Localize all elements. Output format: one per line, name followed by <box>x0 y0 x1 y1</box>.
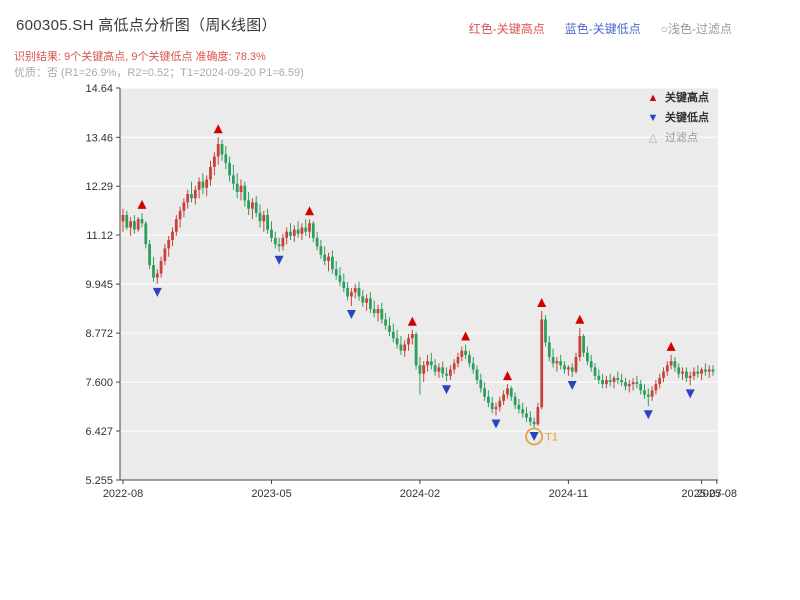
legend-item-filtered: △ 过滤点 <box>646 132 709 145</box>
page-title: 600305.SH 高低点分析图（周K线图） <box>16 17 277 34</box>
x-axis-label: 2025-07 <box>681 488 721 500</box>
key-low-marker <box>442 385 451 395</box>
key-high-marker <box>503 371 512 381</box>
key-high-marker <box>407 316 417 326</box>
triangle-up-icon: ▲ <box>647 92 659 104</box>
legend-label: 关键低点 <box>665 112 709 124</box>
top-legend-key-low: 蓝色-关键低点 <box>564 22 641 36</box>
grid-and-axes: 14.64 13.46 12.29 11.12 9.945 8.772 7.600 6.427… <box>85 83 737 500</box>
key-high-marker <box>537 298 547 307</box>
recognition-result-text: 识别结果: 9个关键高点, 9个关键低点 准确度: 78.3% <box>14 51 266 63</box>
y-axis-label: 12.29 <box>85 181 113 193</box>
key-low-marker <box>346 310 356 319</box>
key-high-marker <box>305 206 314 216</box>
y-axis-label: 13.46 <box>85 132 113 144</box>
key-low-marker <box>529 432 539 441</box>
key-low-marker <box>274 255 284 265</box>
t1-label: T1 <box>545 432 558 444</box>
t1-circle-marker <box>525 427 543 446</box>
top-legend-key-high: 红色-关键高点 <box>468 22 545 36</box>
x-axis-label: 2025-08 <box>697 488 737 500</box>
triangle-hollow-icon: △ <box>648 132 658 144</box>
x-axis-label: 2023-05 <box>251 488 291 500</box>
y-axis-label: 5.255 <box>85 475 113 487</box>
y-axis-label: 6.427 <box>85 426 113 438</box>
key-low-marker <box>491 419 501 429</box>
y-axis-label: 11.12 <box>86 230 113 242</box>
key-high-marker <box>666 341 676 351</box>
legend-label: 过滤点 <box>665 132 698 144</box>
y-axis-label: 14.64 <box>85 83 113 95</box>
key-high-marker <box>137 199 147 209</box>
y-axis-label: 7.600 <box>85 377 113 389</box>
candles <box>121 137 715 428</box>
quality-text: 优质：否 (R1=26.9%，R2=0.52；T1=2024-09-20 P1=… <box>14 67 304 79</box>
key-low-marker <box>685 389 695 399</box>
top-legend: 红色-关键高点 蓝色-关键低点 ○浅色-过滤点 <box>469 20 732 37</box>
top-legend-filtered: ○浅色-过滤点 <box>660 22 732 36</box>
key-low-marker <box>643 410 653 420</box>
x-axis-label: 2024-11 <box>549 488 589 500</box>
key-high-marker <box>461 331 471 341</box>
chart-legend-box: ▲ 关键高点 ▼ 关键低点 △ 过滤点 <box>646 92 709 145</box>
key-high-marker <box>213 124 223 134</box>
legend-item-key-low: ▼ 关键低点 <box>646 112 709 125</box>
x-axis-label: 2022-08 <box>103 488 143 500</box>
legend-item-key-high: ▲ 关键高点 <box>646 92 709 105</box>
triangle-down-icon: ▼ <box>647 112 659 124</box>
key-high-marker <box>575 314 585 324</box>
key-low-marker <box>567 381 577 390</box>
key-low-marker <box>152 287 162 297</box>
key-point-markers: T1 <box>137 124 695 446</box>
x-axis-label: 2024-02 <box>400 488 440 500</box>
legend-label: 关键高点 <box>665 92 709 104</box>
y-axis-label: 9.945 <box>85 279 113 291</box>
y-axis-label: 8.772 <box>85 328 113 340</box>
